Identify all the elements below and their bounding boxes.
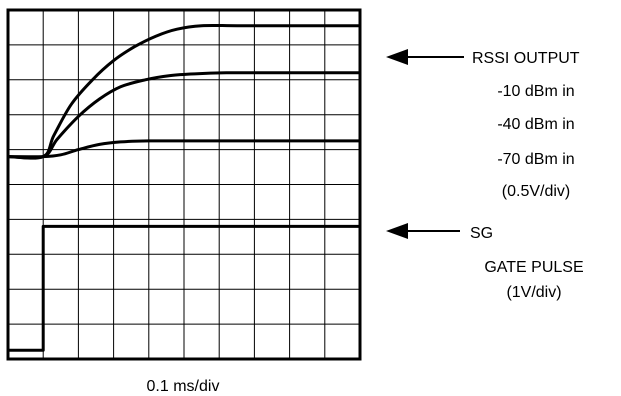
trace-70-dbm-in (7, 139, 360, 159)
rssi-annotation: RSSI OUTPUT -10 dBm in -40 dBm in -70 dB… (386, 49, 580, 200)
trace-sg-gate-pulse (8, 224, 360, 352)
sg-label: SG (470, 225, 493, 242)
sg-scale-label: (1V/div) (506, 284, 561, 301)
rssi-arrow-icon (386, 49, 408, 65)
rssi-output-label: RSSI OUTPUT (472, 50, 580, 67)
trace-10-dbm-in (7, 23, 360, 160)
scope-grid (6, 8, 362, 361)
scope-traces (7, 23, 360, 352)
rssi-scale-label: (0.5V/div) (502, 183, 570, 200)
sg-arrow-icon (386, 223, 408, 239)
rssi-minus10-label: -10 dBm in (497, 83, 574, 100)
rssi-minus40-label: -40 dBm in (497, 116, 574, 133)
sg-gate-pulse-label: GATE PULSE (484, 259, 583, 276)
sg-annotation: SG GATE PULSE (1V/div) (386, 223, 584, 301)
scope-frame (6, 8, 362, 361)
rssi-minus70-label: -70 dBm in (497, 151, 574, 168)
trace-40-dbm-in (7, 71, 360, 160)
x-axis-label: 0.1 ms/div (147, 378, 220, 395)
